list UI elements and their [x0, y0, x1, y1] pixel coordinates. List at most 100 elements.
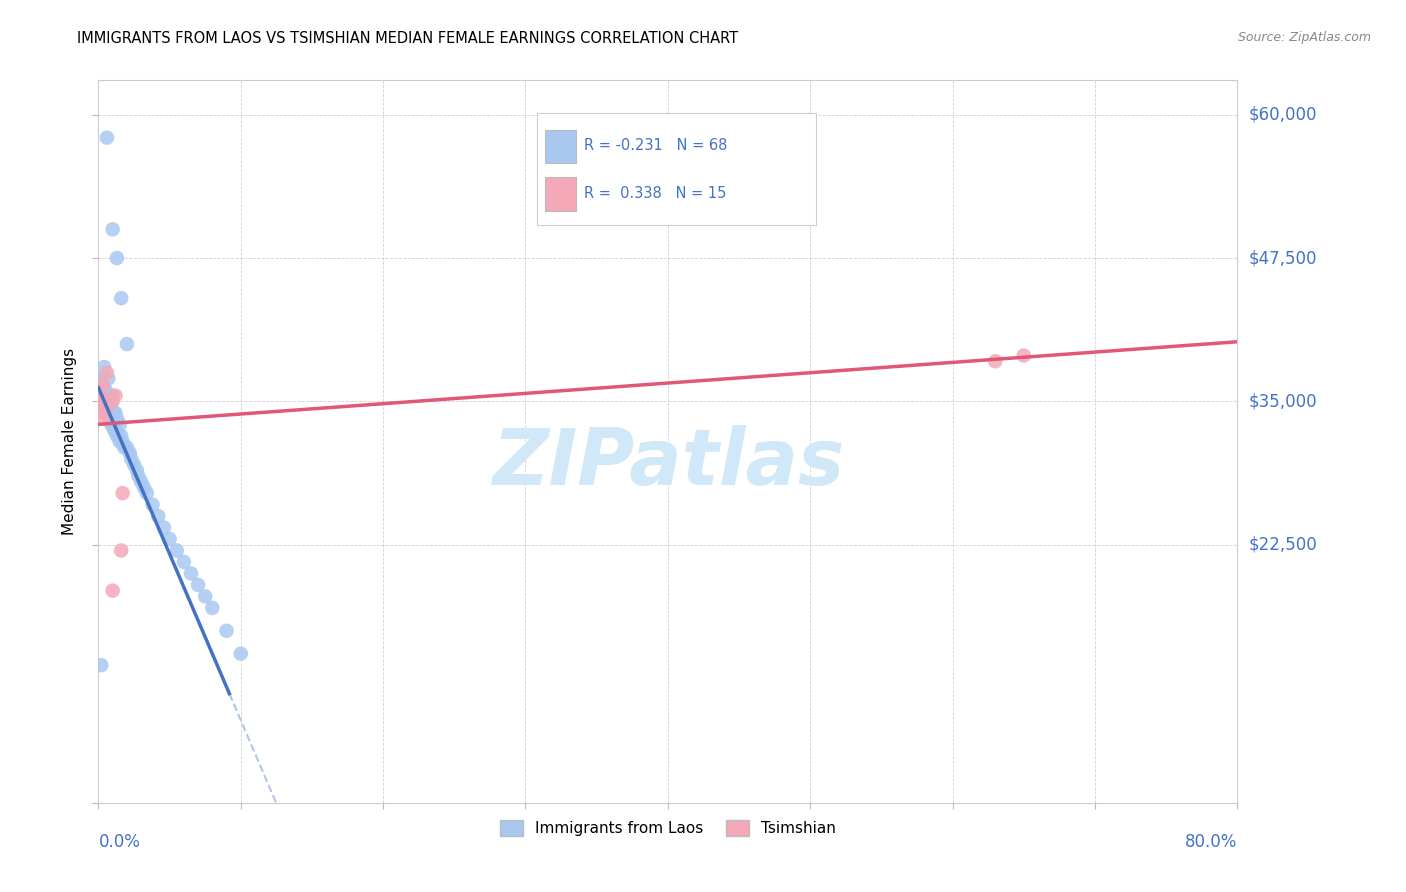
Point — [153, 520, 176, 534]
Point — [127, 469, 149, 483]
Point — [93, 389, 115, 403]
Point — [107, 429, 129, 443]
Point — [180, 566, 202, 581]
Point — [96, 394, 118, 409]
Text: ZIPatlas: ZIPatlas — [492, 425, 844, 501]
Point — [90, 394, 112, 409]
Point — [94, 394, 117, 409]
Point — [93, 359, 115, 374]
Text: IMMIGRANTS FROM LAOS VS TSIMSHIAN MEDIAN FEMALE EARNINGS CORRELATION CHART: IMMIGRANTS FROM LAOS VS TSIMSHIAN MEDIAN… — [77, 31, 738, 46]
Point — [984, 354, 1007, 368]
Text: 0.0%: 0.0% — [98, 833, 141, 851]
Point — [91, 377, 114, 392]
Point — [97, 406, 120, 420]
Point — [105, 411, 128, 425]
Point — [104, 389, 127, 403]
Point — [90, 377, 112, 392]
Point — [118, 446, 141, 460]
Point — [120, 451, 142, 466]
Point — [96, 366, 118, 380]
Point — [108, 434, 131, 449]
Text: $22,500: $22,500 — [1249, 536, 1317, 554]
Point — [103, 423, 125, 437]
Point — [125, 463, 148, 477]
Point — [91, 411, 114, 425]
Point — [111, 434, 134, 449]
Point — [91, 389, 114, 403]
Point — [187, 578, 209, 592]
Point — [89, 389, 111, 403]
Point — [105, 251, 128, 265]
Text: 80.0%: 80.0% — [1185, 833, 1237, 851]
Point — [98, 389, 121, 403]
Text: Source: ZipAtlas.com: Source: ZipAtlas.com — [1237, 31, 1371, 45]
Point — [115, 337, 138, 351]
Point — [89, 383, 111, 397]
Point — [101, 583, 124, 598]
Point — [94, 383, 117, 397]
Point — [101, 394, 124, 409]
Point — [89, 394, 111, 409]
Point — [100, 417, 122, 432]
Point — [135, 486, 157, 500]
Point — [201, 600, 224, 615]
Point — [148, 509, 170, 524]
Point — [101, 406, 124, 420]
Point — [90, 371, 112, 385]
Text: $35,000: $35,000 — [1249, 392, 1317, 410]
Point — [100, 394, 122, 409]
Point — [122, 458, 145, 472]
Point — [112, 440, 135, 454]
Y-axis label: Median Female Earnings: Median Female Earnings — [62, 348, 77, 535]
Point — [141, 498, 163, 512]
Point — [89, 377, 111, 392]
Point — [93, 394, 115, 409]
Point — [90, 658, 112, 673]
Point — [91, 377, 114, 392]
Point — [194, 590, 217, 604]
Legend: Immigrants from Laos, Tsimshian: Immigrants from Laos, Tsimshian — [494, 814, 842, 842]
Point — [93, 394, 115, 409]
Point — [105, 429, 128, 443]
Point — [93, 383, 115, 397]
Point — [229, 647, 252, 661]
Point — [98, 400, 121, 414]
Point — [173, 555, 195, 569]
Point — [96, 130, 118, 145]
Point — [132, 480, 155, 494]
Point — [94, 389, 117, 403]
Point — [89, 383, 111, 397]
Point — [215, 624, 238, 638]
Point — [89, 371, 111, 385]
Point — [108, 417, 131, 432]
Point — [94, 400, 117, 414]
Point — [104, 423, 127, 437]
Point — [110, 291, 132, 305]
Point — [101, 222, 124, 236]
Point — [90, 389, 112, 403]
Point — [96, 389, 118, 403]
Point — [97, 394, 120, 409]
Point — [104, 406, 127, 420]
Point — [110, 543, 132, 558]
Point — [97, 394, 120, 409]
Point — [96, 406, 118, 420]
Point — [103, 406, 125, 420]
Point — [101, 417, 124, 432]
Point — [90, 383, 112, 397]
Point — [94, 406, 117, 420]
Point — [166, 543, 188, 558]
Point — [98, 411, 121, 425]
Point — [111, 486, 134, 500]
Point — [101, 389, 124, 403]
Point — [110, 429, 132, 443]
Point — [91, 394, 114, 409]
Point — [90, 400, 112, 414]
Point — [90, 389, 112, 403]
Point — [115, 440, 138, 454]
Point — [129, 475, 152, 489]
Text: $60,000: $60,000 — [1249, 105, 1317, 124]
Point — [1012, 349, 1035, 363]
Point — [97, 371, 120, 385]
Point — [159, 532, 181, 546]
